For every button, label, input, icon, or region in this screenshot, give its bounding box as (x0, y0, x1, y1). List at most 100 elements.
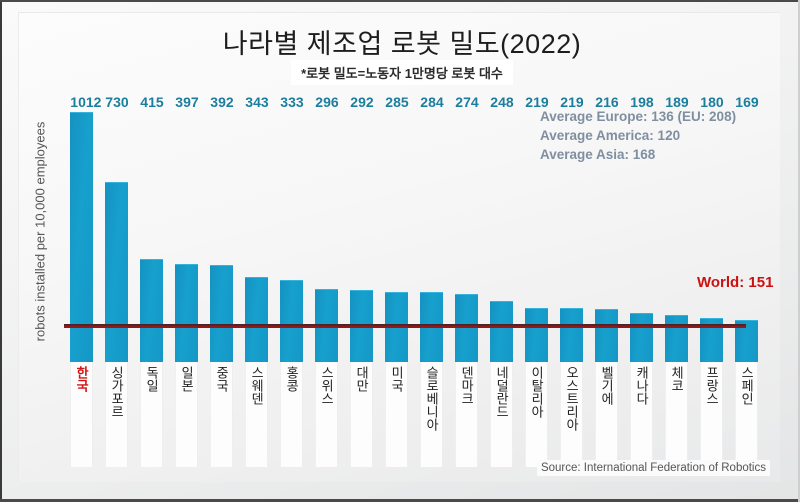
bar: 216 (595, 94, 619, 362)
x-label-item: 미국 (379, 362, 414, 467)
bar-value-label: 180 (700, 94, 724, 110)
chart-subtitle-text: *로봇 밀도=노동자 1만명당 로봇 대수 (291, 60, 513, 85)
bar: 730 (105, 94, 129, 362)
bar-item: 219 (519, 94, 554, 362)
annotation-europe: Average Europe: 136 (EU: 208) (540, 109, 737, 124)
x-label-box: 덴마크 (455, 362, 478, 467)
bar: 248 (490, 94, 514, 362)
bar-value-label: 169 (735, 94, 759, 110)
bar-item: 274 (449, 94, 484, 362)
x-axis-tick-label: 이탈리아 (529, 366, 545, 418)
annotation-asia: Average Asia: 168 (540, 147, 656, 162)
reference-line-label: World: 151 (697, 274, 774, 291)
bar: 343 (245, 94, 269, 362)
x-label-box: 네덜란드 (490, 362, 513, 467)
frame-top-edge (0, 0, 800, 2)
bar-item: 1012 (64, 94, 101, 362)
bar-value-label: 397 (175, 94, 199, 110)
bar: 219 (560, 94, 584, 362)
bar-value-label: 730 (105, 94, 129, 110)
bar-value-label: 392 (210, 94, 234, 110)
bar-item: 397 (169, 94, 204, 362)
bar-item: 219 (554, 94, 589, 362)
x-axis-tick-label: 독일 (144, 366, 160, 392)
x-label-box: 벨기에 (595, 362, 618, 467)
bar-value-label: 248 (490, 94, 514, 110)
x-axis-tick-label: 대만 (354, 366, 370, 392)
bar-value-label: 219 (525, 94, 549, 110)
bar: 415 (140, 94, 164, 362)
bar: 392 (210, 94, 234, 362)
x-label-box: 체코 (665, 362, 688, 467)
bar: 180 (700, 94, 724, 362)
bar-item: 730 (99, 94, 134, 362)
bar-item: 248 (484, 94, 519, 362)
x-axis-tick-label: 오스트리아 (564, 366, 580, 431)
x-label-item: 스위스 (309, 362, 344, 467)
x-label-item: 홍콩 (274, 362, 309, 467)
x-axis-labels: 한국 싱가포르 독일 일본 중국 스웨덴 홍콩 스위스 대만 미국 슬로베니아 덴마크 네덜란드 이탈리아… (64, 362, 764, 467)
bar-value-label: 274 (455, 94, 479, 110)
x-axis-tick-label: 일본 (179, 366, 195, 392)
bar-value-label: 415 (140, 94, 164, 110)
x-axis-tick-label: 스웨덴 (249, 366, 265, 405)
x-label-item: 싱가포르 (99, 362, 134, 467)
x-label-box: 프랑스 (700, 362, 723, 467)
world-reference-line (64, 324, 746, 328)
x-label-box: 일본 (175, 362, 198, 467)
x-label-box: 싱가포르 (105, 362, 128, 467)
bar: 274 (455, 94, 479, 362)
bar-item: 216 (589, 94, 624, 362)
bars-area: 1012 730 415 397 392 343 333 296 292 285 284 274 248… (64, 94, 764, 362)
x-label-box: 이탈리아 (525, 362, 548, 467)
x-label-item: 중국 (204, 362, 239, 467)
y-axis-label: robots installed per 10,000 employees (32, 121, 48, 342)
x-axis-tick-label: 벨기에 (599, 366, 615, 405)
bar: 333 (280, 94, 304, 362)
x-label-item: 독일 (134, 362, 169, 467)
bar-item: 169 (729, 94, 764, 362)
x-axis-tick-label: 슬로베니아 (424, 366, 440, 431)
bar-value-label: 219 (560, 94, 584, 110)
x-axis-tick-label: 미국 (389, 366, 405, 392)
bar-value-label: 333 (280, 94, 304, 110)
regional-averages-annotation: Average Europe: 136 (EU: 208) Average Am… (540, 107, 736, 164)
x-label-item: 네덜란드 (484, 362, 519, 467)
x-label-item: 프랑스 (694, 362, 729, 467)
x-label-box: 스웨덴 (245, 362, 268, 467)
x-axis-tick-label: 홍콩 (284, 366, 300, 392)
frame-left-edge (0, 0, 2, 502)
bar-value-label: 198 (630, 94, 654, 110)
x-label-item: 덴마크 (449, 362, 484, 467)
annotation-america: Average America: 120 (540, 128, 681, 143)
bar: 397 (175, 94, 199, 362)
x-axis-tick-label: 네덜란드 (494, 366, 510, 418)
x-label-item: 슬로베니아 (414, 362, 449, 467)
x-axis-tick-label: 싱가포르 (109, 366, 125, 418)
x-label-box: 대만 (350, 362, 373, 467)
x-label-item: 대만 (344, 362, 379, 467)
x-axis-tick-label: 덴마크 (459, 366, 475, 405)
x-label-box: 미국 (385, 362, 408, 467)
x-axis-tick-label: 캐나다 (634, 366, 650, 405)
bar: 189 (665, 94, 689, 362)
source-note: Source: International Federation of Robo… (536, 460, 770, 476)
bar-item: 343 (239, 94, 274, 362)
bar-value-label: 296 (315, 94, 339, 110)
x-label-box: 캐나다 (630, 362, 653, 467)
bar-value-label: 285 (385, 94, 409, 110)
x-axis-tick-label: 스위스 (319, 366, 335, 405)
x-label-item: 일본 (169, 362, 204, 467)
frame-right-edge (798, 0, 800, 502)
bar-value-label: 1012 (70, 94, 102, 110)
bar-value-label: 189 (665, 94, 689, 110)
bar-value-label: 343 (245, 94, 269, 110)
frame-bottom-edge (0, 499, 800, 502)
x-label-item: 스웨덴 (239, 362, 274, 467)
x-label-box: 스위스 (315, 362, 338, 467)
x-label-item: 체코 (659, 362, 694, 467)
x-label-item: 이탈리아 (519, 362, 554, 467)
x-axis-tick-label: 프랑스 (704, 366, 720, 405)
